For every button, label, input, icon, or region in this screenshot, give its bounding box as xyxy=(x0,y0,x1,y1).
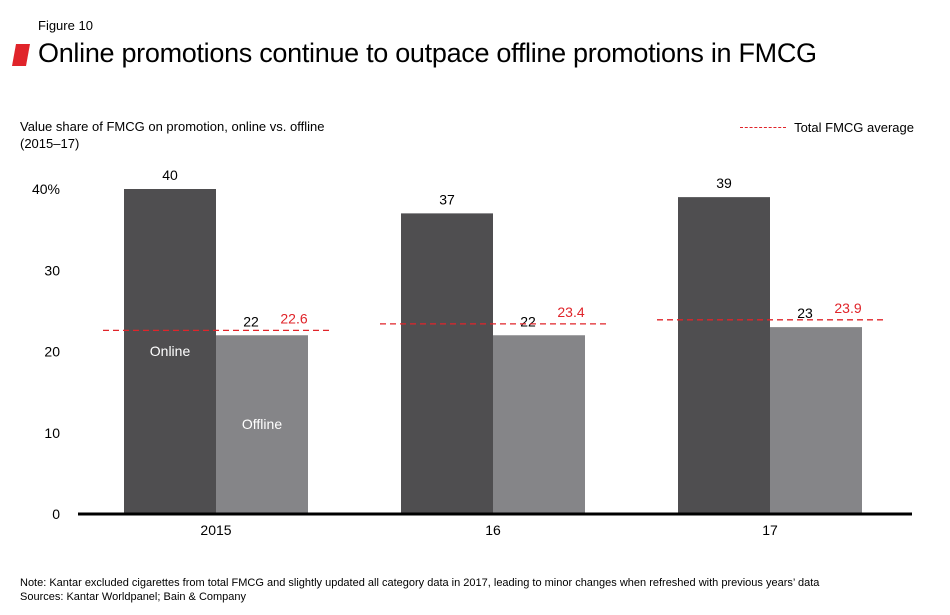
y-tick-label: 40% xyxy=(32,181,60,197)
y-tick-label: 10 xyxy=(44,425,60,441)
legend: Total FMCG average xyxy=(740,120,914,135)
footnotes: Note: Kantar excluded cigarettes from to… xyxy=(20,576,819,604)
bar-offline xyxy=(216,335,308,514)
bar-offline xyxy=(770,327,862,514)
data-label-online: 37 xyxy=(439,191,455,207)
y-tick-label: 30 xyxy=(44,262,60,278)
subtitle-line-1: Value share of FMCG on promotion, online… xyxy=(20,119,325,134)
average-value-label: 23.4 xyxy=(557,304,584,320)
series-label-online: Online xyxy=(150,343,191,359)
brand-mark-icon xyxy=(12,44,30,66)
x-tick-label: 17 xyxy=(762,522,778,538)
chart-subtitle: Value share of FMCG on promotion, online… xyxy=(20,118,324,152)
legend-label: Total FMCG average xyxy=(794,120,914,135)
y-tick-label: 0 xyxy=(52,506,60,522)
average-value-label: 23.9 xyxy=(834,300,861,316)
data-label-online: 39 xyxy=(716,175,732,191)
bar-online xyxy=(401,213,493,514)
subtitle-line-2: (2015–17) xyxy=(20,136,80,151)
data-label-online: 40 xyxy=(162,167,178,183)
bar-online xyxy=(124,189,216,514)
data-label-offline: 22 xyxy=(520,313,536,329)
figure-label: Figure 10 xyxy=(38,18,93,33)
x-tick-label: 2015 xyxy=(200,522,231,538)
x-tick-label: 16 xyxy=(485,522,501,538)
chart-title: Online promotions continue to outpace of… xyxy=(38,38,817,68)
bar-online xyxy=(678,197,770,514)
average-value-label: 22.6 xyxy=(280,310,307,326)
legend-dashed-line-icon xyxy=(740,127,787,128)
data-label-offline: 22 xyxy=(243,313,259,329)
series-label-offline: Offline xyxy=(242,416,282,432)
y-tick-label: 20 xyxy=(44,344,60,360)
bar-offline xyxy=(493,335,585,514)
data-label-offline: 23 xyxy=(797,305,813,321)
sources-text: Sources: Kantar Worldpanel; Bain & Compa… xyxy=(20,591,247,603)
note-text: Note: Kantar excluded cigarettes from to… xyxy=(20,577,820,589)
